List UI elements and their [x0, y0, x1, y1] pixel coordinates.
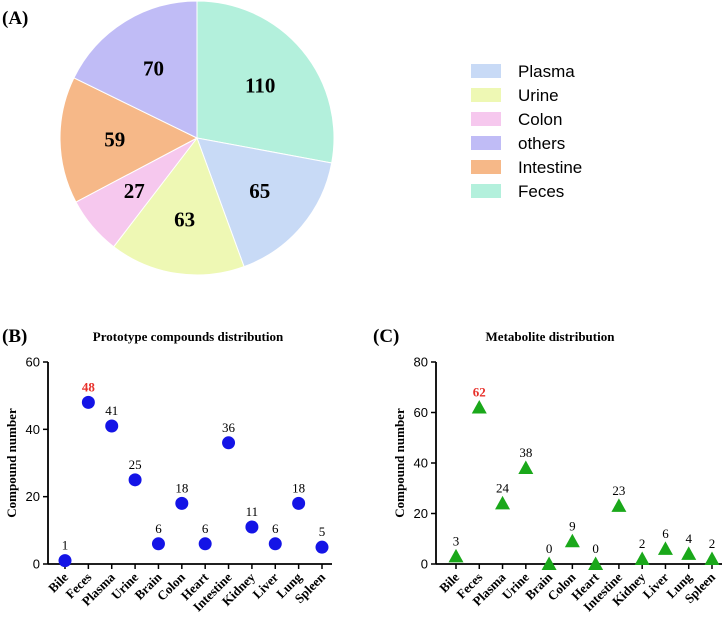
- pie-slice-plasma: [196, 137, 333, 268]
- data-label-spleen: 2: [709, 536, 716, 551]
- data-point-brain: [151, 537, 165, 551]
- y-tick-label-0: 0: [421, 557, 428, 572]
- y-tick-label-20: 20: [26, 489, 40, 504]
- data-label-urine: 25: [129, 457, 142, 472]
- pie-value-plasma: 65: [249, 179, 270, 203]
- data-label-heart: 0: [592, 541, 599, 556]
- y-axis-label: Compound number: [4, 408, 19, 518]
- panel-c: (C) Metabolite distribution 020406080Com…: [373, 326, 722, 614]
- panel-a: (A) 110 65 63 27 59 70 Plasma Urine Colon others…: [2, 0, 582, 276]
- data-point-urine: [518, 460, 534, 475]
- data-label-colon: 9: [569, 518, 576, 533]
- data-label-urine: 38: [519, 445, 532, 460]
- data-label-intestine: 23: [612, 483, 625, 498]
- data-label-liver: 6: [272, 521, 279, 536]
- data-point-bile: [448, 548, 464, 563]
- panel-a-letter: (A): [2, 8, 28, 29]
- pie-slice-feces: [196, 0, 335, 164]
- data-label-feces: 48: [82, 379, 96, 394]
- legend-label-urine: Urine: [518, 86, 559, 105]
- data-label-bile: 3: [453, 533, 460, 548]
- data-point-spleen: [704, 551, 720, 565]
- data-point-feces: [471, 399, 487, 414]
- data-point-bile: [58, 554, 72, 568]
- pie-value-colon: 27: [124, 179, 145, 203]
- pie-labels: 110 65 63 27 59 70: [104, 56, 275, 231]
- data-label-spleen: 5: [319, 524, 326, 539]
- legend-swatch-intestine: [471, 160, 501, 174]
- legend-swatch-plasma: [471, 64, 501, 78]
- panel-c-title: Metabolite distribution: [486, 329, 616, 344]
- data-label-liver: 6: [662, 526, 669, 541]
- panel-b-title: Prototype compounds distribution: [93, 329, 284, 344]
- data-point-heart: [198, 537, 212, 551]
- data-point-kidney: [245, 520, 259, 534]
- legend-swatch-urine: [471, 88, 501, 102]
- data-point-plasma: [495, 495, 511, 510]
- pie-slice-others: [73, 0, 198, 139]
- data-label-heart: 6: [202, 521, 209, 536]
- panel-b-letter: (B): [2, 326, 27, 347]
- data-label-kidney: 2: [639, 536, 646, 551]
- x-tick-label-liver: Liver: [249, 569, 281, 601]
- data-point-liver: [268, 537, 282, 551]
- legend-label-feces: Feces: [518, 182, 564, 201]
- data-label-colon: 18: [175, 480, 188, 495]
- data-point-plasma: [105, 419, 119, 433]
- y-tick-label-60: 60: [414, 405, 428, 420]
- legend-label-plasma: Plasma: [518, 62, 575, 81]
- data-point-liver: [657, 541, 673, 555]
- data-point-feces: [81, 395, 95, 409]
- legend-swatch-feces: [471, 184, 501, 198]
- pie-slice-intestine: [59, 77, 199, 203]
- data-label-kidney: 11: [246, 504, 259, 519]
- data-point-heart: [588, 556, 604, 570]
- data-label-feces: 62: [473, 384, 486, 399]
- legend-swatch-others: [471, 136, 501, 150]
- y-tick-label-0: 0: [33, 557, 40, 572]
- x-tick-label-liver: Liver: [640, 569, 672, 601]
- data-point-colon: [175, 496, 189, 510]
- data-label-plasma: 24: [496, 480, 510, 495]
- data-point-intestine: [611, 498, 627, 512]
- legend-label-intestine: Intestine: [518, 158, 582, 177]
- y-tick-label-40: 40: [26, 422, 40, 437]
- data-label-brain: 0: [546, 541, 553, 556]
- legend-swatch-colon: [471, 112, 501, 126]
- pie-value-urine: 63: [174, 207, 195, 231]
- data-point-lung: [681, 546, 697, 560]
- data-label-lung: 4: [685, 531, 692, 546]
- y-axis-label: Compound number: [392, 408, 407, 518]
- data-point-intestine: [222, 436, 236, 450]
- data-label-bile: 1: [62, 538, 69, 553]
- pie-value-intestine: 59: [104, 127, 125, 151]
- data-label-lung: 18: [292, 480, 305, 495]
- legend-label-colon: Colon: [518, 110, 562, 129]
- data-label-brain: 6: [155, 521, 162, 536]
- panel-c-letter: (C): [373, 326, 399, 347]
- data-label-plasma: 41: [105, 403, 118, 418]
- pie-legend: Plasma Urine Colon others Intestine Feces: [471, 62, 582, 201]
- pie-value-feces: 110: [245, 73, 275, 97]
- data-label-intestine: 36: [222, 420, 236, 435]
- data-point-spleen: [315, 540, 329, 554]
- y-tick-label-20: 20: [414, 506, 428, 521]
- pie-value-others: 70: [143, 56, 164, 80]
- panel-b: (B) Prototype compounds distribution 0 20…: [2, 326, 332, 614]
- pie-slices: [59, 0, 335, 276]
- data-point-kidney: [634, 551, 650, 565]
- data-point-urine: [128, 473, 142, 487]
- pie-slice-urine: [112, 136, 245, 276]
- legend-label-others: others: [518, 134, 565, 153]
- data-point-lung: [292, 496, 306, 510]
- y-tick-label-40: 40: [414, 456, 428, 471]
- y-tick-label-80: 80: [414, 355, 428, 370]
- y-tick-label-60: 60: [26, 355, 40, 370]
- data-point-colon: [564, 533, 580, 548]
- data-point-brain: [541, 556, 557, 570]
